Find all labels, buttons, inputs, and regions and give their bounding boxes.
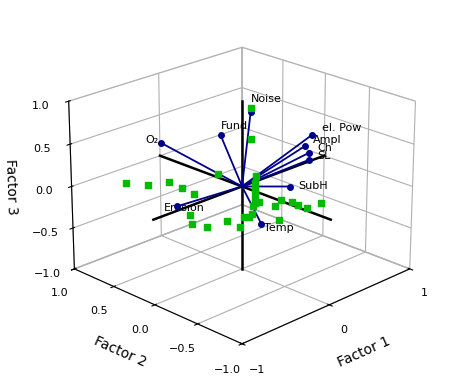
Y-axis label: Factor 2: Factor 2 <box>92 334 149 370</box>
X-axis label: Factor 1: Factor 1 <box>336 334 392 370</box>
